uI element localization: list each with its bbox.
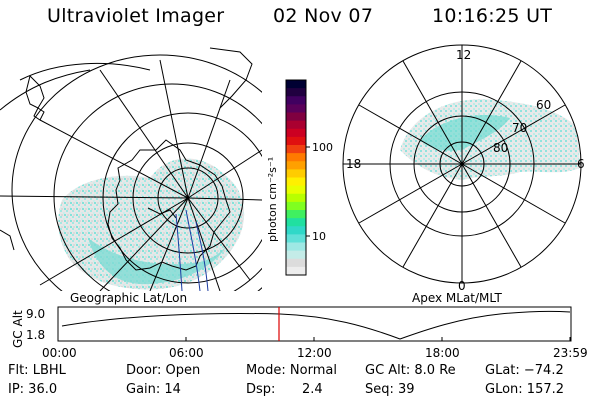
colorbar-band [286, 177, 306, 187]
colorbar-band [286, 234, 306, 244]
timeline-ytick-high: 9.0 [26, 307, 45, 321]
colorbar-band [286, 153, 306, 162]
mlt-label-6: 6 [577, 157, 585, 171]
mlat-label-80: 80 [493, 141, 508, 155]
time-label: 10:16:25 UT [432, 5, 553, 27]
colorbar-band [286, 218, 306, 227]
instrument-title: Ultraviolet Imager [47, 5, 225, 27]
status-dsp-label: Dsp: [246, 382, 276, 397]
geographic-map [0, 47, 262, 291]
colorbar-band [286, 136, 306, 146]
mlat-label-70: 70 [512, 121, 527, 135]
timeline-xtick-3: 18:00 [425, 346, 460, 360]
colorbar-band [286, 104, 306, 114]
new-zealand-outline [25, 75, 45, 121]
mlt-label-0: 0 [458, 279, 466, 293]
altitude-timeline: GC Alt 9.0 1.8 00:00 06:00 12:00 18:00 2… [11, 306, 588, 360]
status-ip: IP: 36.0 [8, 382, 58, 397]
colorbar-band [286, 250, 306, 260]
colorbar-band [286, 169, 306, 179]
colorbar-band [286, 258, 306, 268]
date-label: 02 Nov 07 [273, 5, 374, 27]
colorbar-tick-100: 100 [312, 141, 333, 154]
timeline-xtick-1: 06:00 [169, 346, 204, 360]
colorbar-band [286, 96, 306, 105]
status-glon: GLon: 157.2 [485, 382, 565, 397]
colorbar-band [286, 185, 306, 195]
status-glat: GLat: −74.2 [485, 363, 564, 378]
mlat-label-60: 60 [536, 98, 551, 112]
status-gain: Gain: 14 [126, 382, 181, 397]
sub-point-marker [186, 196, 190, 200]
apex-panel-label: Apex MLat/MLT [412, 291, 502, 305]
timeline-xtick-0: 00:00 [42, 346, 77, 360]
timeline-xtick-4: 23:59 [553, 346, 588, 360]
timeline-ytick-low: 1.8 [26, 328, 45, 342]
status-door: Door: Open [126, 363, 201, 378]
status-filter: Flt: LBHL [8, 363, 66, 378]
header-bar: Ultraviolet Imager 02 Nov 07 10:16:25 UT [0, 0, 600, 36]
status-dsp-value: 2.4 [302, 382, 323, 397]
colorbar-band [286, 145, 306, 154]
colorbar-band [286, 210, 306, 219]
timeline-xtick-2: 12:00 [297, 346, 332, 360]
colorbar-band [286, 226, 306, 235]
colorbar-band [286, 112, 306, 122]
colorbar-band [286, 88, 306, 97]
apex-polar-plot: 60 70 80 12 18 6 0 [342, 44, 585, 293]
geographic-panel-label: Geographic Lat/Lon [70, 291, 187, 305]
colorbar-tick-10: 10 [312, 230, 326, 243]
colorbar-unit-label: photon cm⁻²s⁻¹ [266, 157, 279, 242]
color-scale-bar: 100 10 photon cm⁻²s⁻¹ [266, 79, 333, 276]
colorbar-band [286, 266, 306, 276]
colorbar-band [286, 80, 306, 89]
status-mode: Mode: Normal [246, 363, 337, 378]
colorbar-band [286, 128, 306, 138]
timeline-ylabel: GC Alt [11, 310, 25, 348]
continent-outline [107, 139, 231, 271]
colorbar-band [286, 201, 306, 211]
colorbar-band [286, 193, 306, 203]
mlt-label-18: 18 [346, 157, 361, 171]
colorbar-band [286, 242, 306, 252]
status-seq: Seq: 39 [365, 382, 415, 397]
mlt-label-12: 12 [456, 48, 471, 62]
altitude-curve [61, 310, 571, 340]
colorbar-band [286, 120, 306, 130]
status-gc-alt: GC Alt: 8.0 Re [365, 363, 456, 378]
colorbar-band [286, 161, 306, 170]
